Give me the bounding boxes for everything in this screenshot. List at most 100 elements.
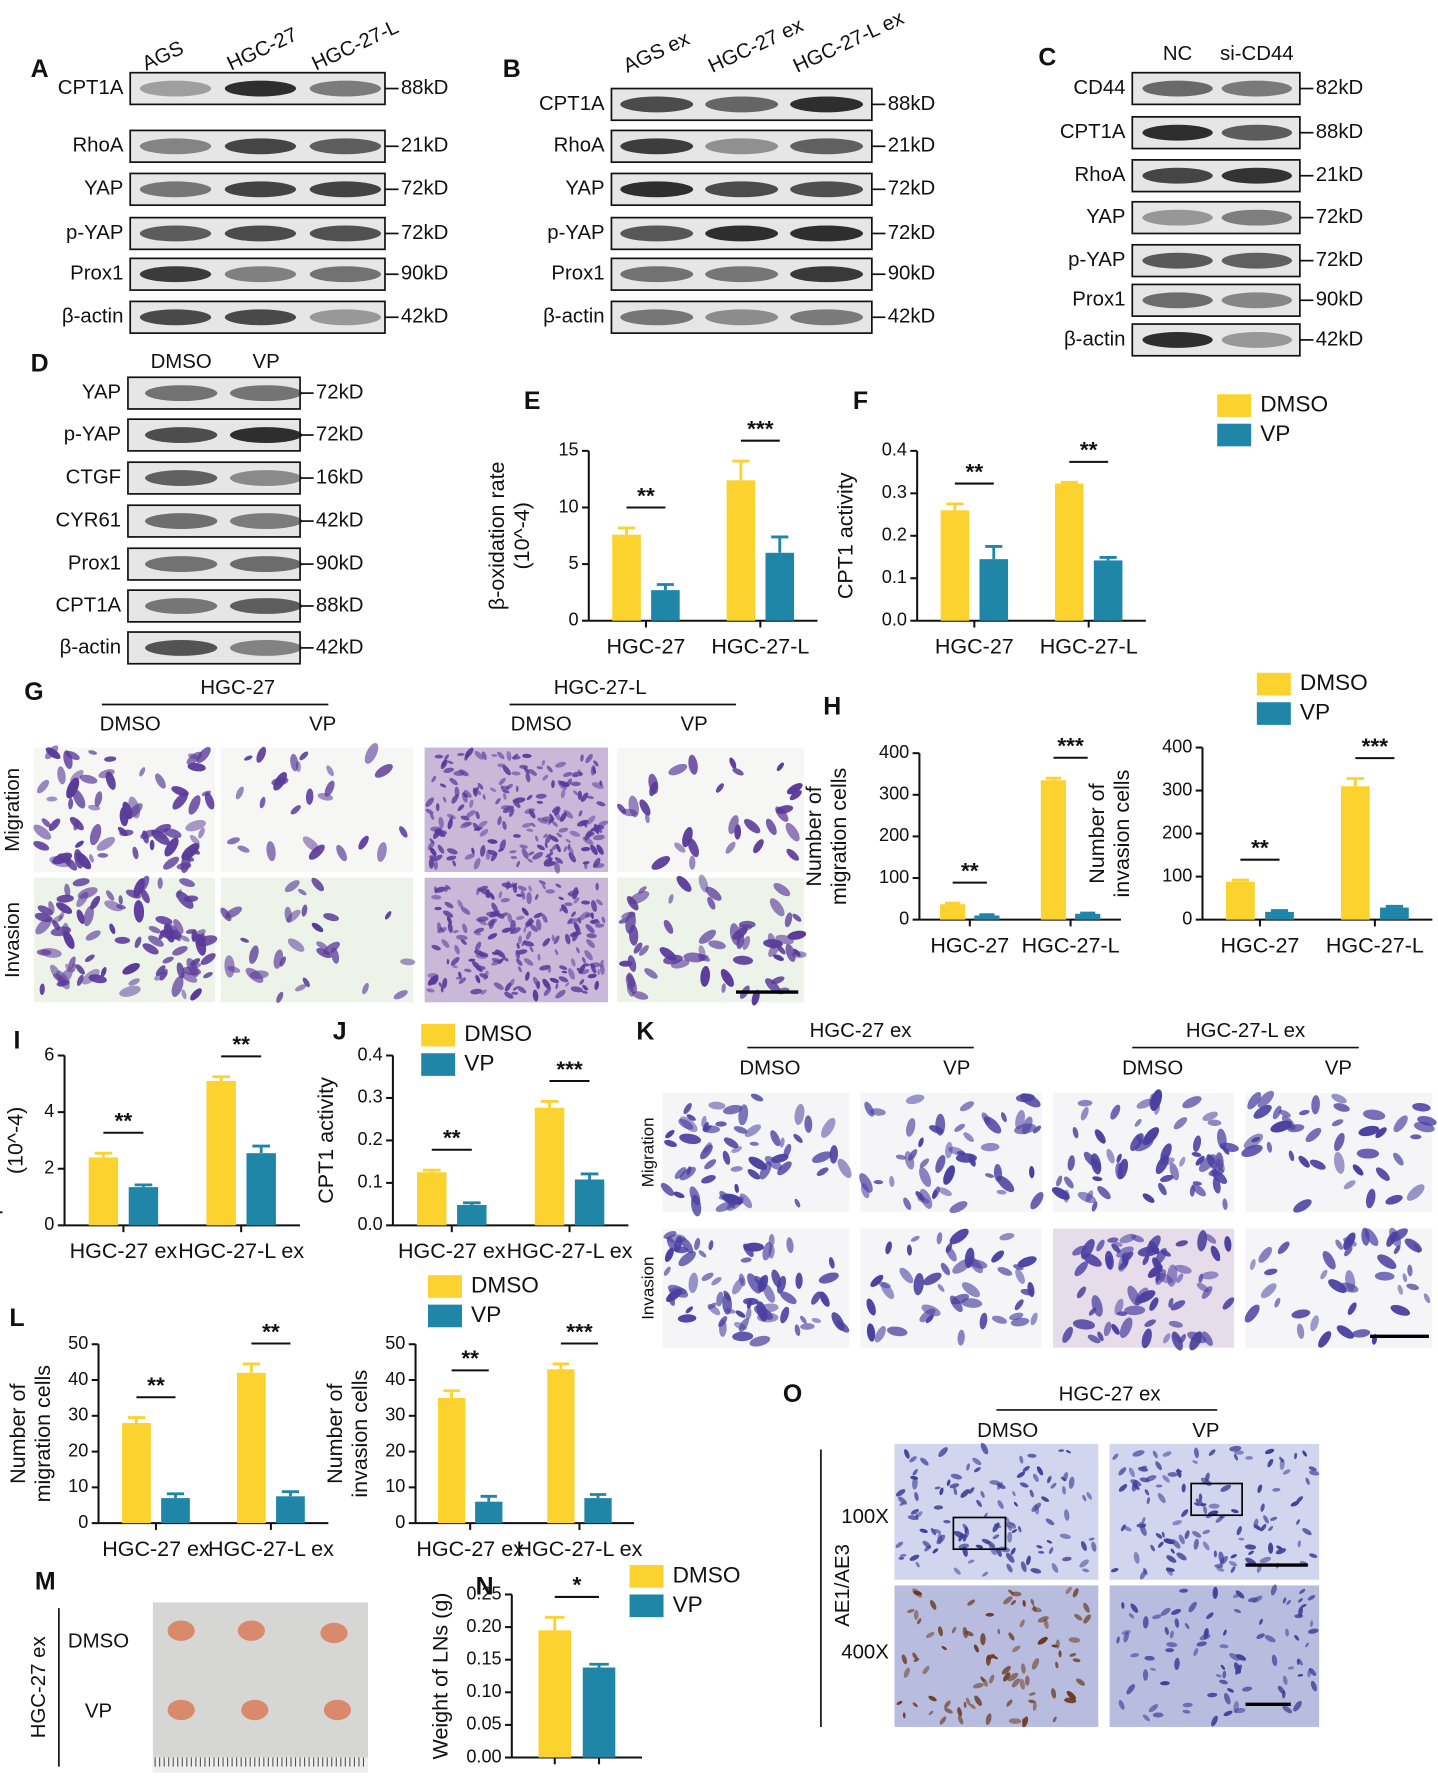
cell [1032,1605,1037,1612]
cell [1219,1644,1229,1649]
y-tick-label: 10 [558,496,578,516]
cell [708,1101,726,1110]
significance-label: ** [966,459,984,484]
cell [775,806,789,822]
panel-letter: C [1038,44,1056,72]
blot-band [145,513,218,529]
cell [495,797,501,805]
lane-label: HGC-27-L ex [790,7,907,77]
cell [479,829,489,837]
cell [1171,1539,1181,1549]
cell [33,840,50,851]
cell [595,923,605,928]
cell [68,798,74,810]
cell [1244,1544,1257,1550]
cell [444,901,454,909]
cell [1118,1484,1128,1492]
cell [114,936,131,944]
size-label: 16kD [316,466,364,488]
cell [551,806,560,813]
cell [889,1175,895,1188]
blot-band [790,138,864,155]
cell [829,1145,839,1164]
significance-label: *** [747,416,774,441]
x-tick-label: HGC-27-L ex [208,1537,334,1561]
size-label: 21kD [401,135,449,157]
cell [1160,1174,1174,1183]
cell [68,956,76,970]
cell [106,890,115,901]
cell [570,986,583,993]
cell [633,942,643,954]
cell [326,765,334,777]
blot-band [1142,124,1213,141]
cell [1050,1482,1057,1489]
cell [427,975,437,986]
y-tick-label: 100 [1162,865,1192,885]
cell [1118,1467,1127,1476]
cell [745,1307,752,1320]
cell [1248,1550,1254,1555]
cell [1260,1503,1265,1512]
cell [1198,1273,1204,1284]
cell [463,789,472,798]
cell [885,1241,892,1255]
cell [1274,1297,1281,1308]
cell [704,1159,717,1170]
cell [104,756,117,762]
cell [1390,1304,1411,1316]
cell [732,955,754,965]
cell [589,919,601,925]
cell [480,989,487,995]
cell [1009,1312,1024,1321]
cell [1322,1251,1336,1270]
cell [869,1108,886,1116]
legend-label: VP [673,1592,703,1617]
cell [1272,1488,1281,1492]
cell [1207,1119,1222,1126]
cell [580,792,589,803]
cell [913,1658,920,1662]
significance-label: *** [566,1319,593,1344]
cell [469,799,474,808]
cell [558,827,569,833]
protein-label: Prox1 [1072,289,1125,311]
cell [1178,1534,1185,1545]
blot-band [145,427,218,443]
group-label: HGC-27-L ex [1186,1020,1305,1042]
cell [529,946,534,953]
x-tick-label: HGC-27-L [1326,934,1424,958]
cell [1352,1164,1364,1176]
cell [36,949,52,956]
y-tick-label: 100 [879,867,909,887]
cell [551,821,558,827]
column-label: DMSO [100,713,161,735]
cell [1214,1564,1224,1569]
cell [579,979,585,985]
y-axis-label: (10^-4) [4,1107,28,1174]
cell [943,1519,951,1524]
cell [1203,1505,1208,1515]
error-bar [281,1490,300,1497]
error-bar [462,1201,481,1205]
cell [903,1197,912,1210]
cell [667,1284,689,1298]
blot-band [229,598,303,614]
cell [941,1646,947,1651]
cell [52,973,66,983]
cell [1131,1479,1138,1492]
blot-band [620,309,694,326]
y-axis-label: (10^-4) [510,502,534,569]
cell [787,930,807,940]
cell [475,811,480,820]
zoom-box [1190,1482,1243,1517]
cell [866,1298,876,1316]
cell [929,1125,944,1134]
blot-band [790,309,864,326]
blot-band [1142,209,1213,226]
error-bar [656,583,674,591]
cell [1279,1458,1285,1471]
cell [940,1262,951,1276]
cell [746,1299,753,1310]
